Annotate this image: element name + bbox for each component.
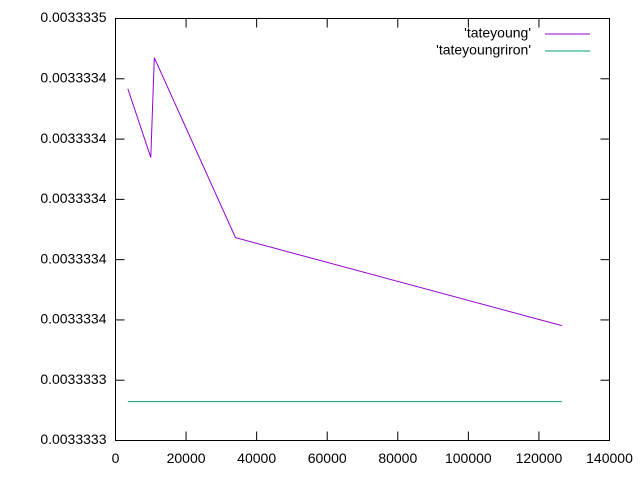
x-tick-label: 80000 xyxy=(378,450,417,466)
y-tick-label: 0.0033334 xyxy=(40,311,106,327)
y-tick-label: 0.0033333 xyxy=(40,371,106,387)
y-tick-label: 0.0033334 xyxy=(40,250,106,266)
y-tick-label: 0.0033335 xyxy=(40,9,106,25)
x-tick-label: 20000 xyxy=(167,450,206,466)
legend-label: 'tateyoungriron' xyxy=(436,42,531,58)
plot-frame xyxy=(115,18,610,441)
x-tick-label: 60000 xyxy=(308,450,347,466)
x-tick-label: 140000 xyxy=(586,450,633,466)
x-tick-label: 0 xyxy=(112,450,120,466)
x-tick-label: 40000 xyxy=(237,450,276,466)
x-tick-label: 120000 xyxy=(516,450,563,466)
y-tick-label: 0.0033334 xyxy=(40,130,106,146)
y-tick-label: 0.0033334 xyxy=(40,190,106,206)
x-tick-label: 100000 xyxy=(445,450,492,466)
y-tick-label: 0.0033334 xyxy=(40,69,106,85)
legend-label: 'tateyoung' xyxy=(464,25,531,41)
series-line xyxy=(127,57,562,327)
y-tick-label: 0.0033333 xyxy=(40,431,106,447)
